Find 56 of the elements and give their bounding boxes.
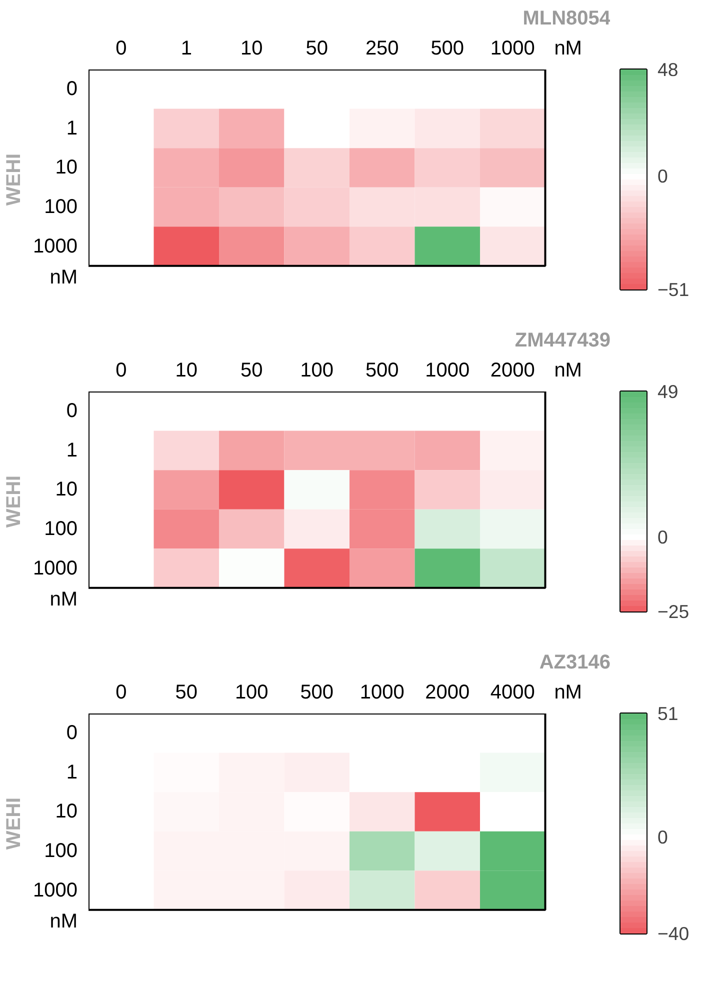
x-tick-label: 1000	[360, 682, 404, 704]
y-axis-title: WEHI	[3, 797, 26, 850]
x-tick-label: 2000	[490, 360, 535, 382]
y-tick-label: 10	[55, 800, 78, 823]
y-tick-label: 10	[55, 156, 78, 179]
color-bar-label: −40	[658, 923, 690, 944]
x-axis-title: nM	[554, 682, 582, 704]
y-tick-label: 10	[55, 478, 78, 501]
x-tick-label: 0	[116, 38, 127, 60]
x-tick-label: 50	[306, 38, 328, 60]
color-bar-label: 0	[658, 526, 668, 548]
chart-title: ZM447439	[514, 330, 611, 352]
x-tick-label: 2000	[425, 682, 470, 704]
text: nM	[50, 588, 78, 611]
x-tick-label: 0	[116, 360, 127, 382]
color-bar-label: −25	[658, 601, 690, 622]
x-axis-title: nM	[554, 360, 582, 382]
text: nM	[50, 910, 78, 933]
y-tick-label: 1	[66, 439, 78, 462]
x-tick-label: 1000	[490, 38, 535, 60]
y-tick-label: 1	[66, 117, 78, 140]
y-axis-title: WEHI	[3, 153, 26, 206]
x-tick-label: 10	[175, 360, 198, 382]
y-tick-label: 0	[66, 722, 78, 744]
y-tick-label: 1000	[33, 235, 78, 258]
color-bar-label: 49	[658, 381, 678, 402]
y-tick-label: 0	[66, 400, 78, 422]
color-bar-label: 0	[658, 166, 668, 187]
x-tick-label: 100	[300, 360, 334, 382]
color-bar-label: 0	[658, 826, 668, 848]
x-tick-label: 50	[240, 360, 263, 382]
x-tick-label: 500	[365, 360, 399, 382]
x-tick-label: 50	[175, 682, 198, 704]
x-tick-label: 500	[430, 38, 464, 60]
y-tick-label: 1	[66, 761, 78, 784]
x-tick-label: 250	[365, 38, 399, 60]
y-tick-label: 100	[44, 518, 78, 540]
y-tick-label: 1000	[33, 879, 78, 902]
y-tick-label: 1000	[33, 557, 78, 580]
x-tick-label: 0	[116, 682, 127, 704]
x-tick-label: 10	[240, 38, 263, 60]
y-tick-label: 100	[44, 196, 78, 218]
y-tick-label: 100	[44, 840, 78, 862]
x-tick-label: 100	[234, 682, 268, 704]
color-bar-label: 48	[658, 59, 678, 80]
x-tick-label: 1	[180, 38, 192, 60]
x-axis-title: nM	[554, 38, 582, 60]
x-tick-label: 1000	[425, 360, 470, 382]
text: nM	[50, 266, 78, 289]
y-tick-label: 0	[66, 78, 78, 100]
chart-title: AZ3146	[539, 652, 611, 674]
y-axis-title: WEHI	[3, 475, 26, 528]
x-tick-label: 4000	[490, 682, 535, 704]
color-bar-label: −51	[658, 279, 690, 300]
x-tick-label: 500	[300, 682, 334, 704]
color-bar-label: 51	[658, 703, 678, 724]
